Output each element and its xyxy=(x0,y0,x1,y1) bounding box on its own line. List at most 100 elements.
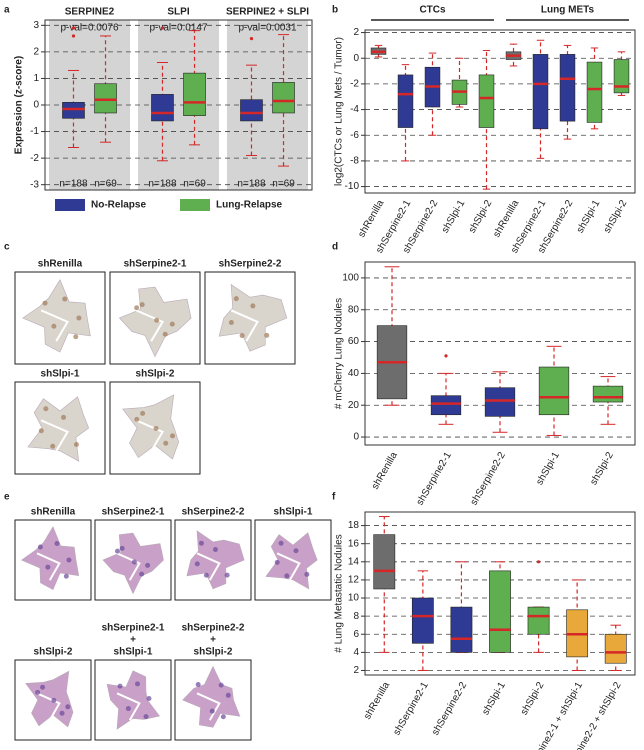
annotation: p-val=0.0147 xyxy=(149,23,208,34)
plot-frame xyxy=(44,19,313,191)
x-tick-label: shSlpi-1 xyxy=(440,198,468,235)
image-label: shSerpine2-2 xyxy=(182,623,245,634)
tissue-cut xyxy=(135,419,164,452)
y-tick-label: 2 xyxy=(33,47,39,58)
box xyxy=(484,387,516,417)
y-tick-label: 100 xyxy=(342,273,359,284)
box xyxy=(559,54,576,122)
nodule xyxy=(140,410,146,416)
group-title: CTCs xyxy=(419,5,446,16)
y-tick-label: 10 xyxy=(348,593,360,604)
box xyxy=(411,597,434,644)
plot-frame xyxy=(364,261,636,446)
legend-swatch xyxy=(180,199,210,211)
nodule xyxy=(212,546,218,552)
y-tick-label: 0 xyxy=(33,100,39,111)
nodule xyxy=(59,710,65,716)
box xyxy=(538,366,570,416)
nodule xyxy=(228,319,234,325)
y-tick-label: 3 xyxy=(33,20,39,31)
nodule xyxy=(145,562,151,568)
nodule xyxy=(63,573,69,579)
nodule xyxy=(224,572,230,578)
x-tick-label: shSerpine2-2 xyxy=(430,680,469,737)
nodule xyxy=(198,540,204,546)
nodule xyxy=(239,333,245,339)
tissue-cut xyxy=(135,309,164,342)
nodule xyxy=(274,559,280,565)
nodule xyxy=(169,321,175,327)
nodule xyxy=(37,544,43,550)
nodule xyxy=(293,548,299,554)
annotation: p-val=0.0031 xyxy=(238,23,297,34)
nodule xyxy=(170,433,176,439)
tissue-cut xyxy=(40,419,69,452)
nodule xyxy=(66,557,72,563)
panel-label: d xyxy=(332,242,338,253)
image-label: shSlpi-1 xyxy=(274,507,313,518)
nodule xyxy=(51,697,57,703)
nodule xyxy=(135,681,141,687)
image-label: shSlpi-1 xyxy=(41,369,80,380)
y-tick-label: 0 xyxy=(353,432,359,443)
y-tick-label: 6 xyxy=(353,629,359,640)
box xyxy=(489,570,511,653)
image-label: shSerpine2-2 xyxy=(182,507,245,518)
nodule xyxy=(76,315,82,321)
outlier xyxy=(71,34,76,38)
panel-label: f xyxy=(332,492,336,503)
nodule xyxy=(139,302,145,308)
nodule xyxy=(153,425,159,431)
nodule xyxy=(218,682,224,688)
image-label: shSlpi-2 xyxy=(136,369,175,380)
nodule xyxy=(38,428,44,434)
nodule xyxy=(119,545,125,551)
nodule xyxy=(35,689,41,695)
n-label: n=69 xyxy=(272,179,295,190)
y-tick-label: 1 xyxy=(33,73,39,84)
x-tick-label: shSerpine2-1 xyxy=(415,450,454,507)
n-label: n=69 xyxy=(183,179,206,190)
tissue-cut xyxy=(36,692,61,721)
box xyxy=(478,74,495,128)
nodule xyxy=(125,706,131,712)
box xyxy=(62,102,85,119)
nodule xyxy=(62,296,68,302)
y-tick-label: 60 xyxy=(348,336,360,347)
nodule xyxy=(284,573,290,579)
box xyxy=(183,72,206,116)
tissue-cut xyxy=(276,552,301,581)
nodule xyxy=(115,548,121,554)
nodule xyxy=(163,440,169,446)
panel-label: a xyxy=(4,5,10,16)
y-tick-label: 8 xyxy=(353,611,359,622)
x-tick-label: shSlpi-2 xyxy=(602,198,630,235)
outlier xyxy=(160,26,165,30)
nodule xyxy=(131,559,137,565)
nodule xyxy=(43,406,49,412)
y-axis-label: # mCherry Lung Nodules xyxy=(334,298,345,409)
nodule xyxy=(154,317,160,323)
x-tick-label: shRenilla xyxy=(491,198,521,240)
nodule xyxy=(61,414,67,420)
group-title: SLPI xyxy=(167,7,189,18)
image-label: shSlpi-2 xyxy=(34,647,73,658)
x-tick-label: shRenilla xyxy=(370,450,400,492)
nodule xyxy=(54,541,60,547)
y-tick-label: -4 xyxy=(350,104,359,115)
annotation: p-val=0.0076 xyxy=(60,23,119,34)
y-tick-label: -8 xyxy=(350,156,359,167)
box xyxy=(151,94,174,122)
box xyxy=(604,633,627,664)
nodule xyxy=(139,571,145,577)
nodule xyxy=(134,305,140,311)
tissue-cut xyxy=(36,552,61,581)
tissue-cut xyxy=(116,552,141,581)
n-label: n=188 xyxy=(59,179,88,190)
y-axis-label: log2(CTCs or Lung Mets / Tumor) xyxy=(334,37,345,186)
nodule xyxy=(203,572,209,578)
tissue-cut xyxy=(230,309,259,342)
tissue xyxy=(27,396,90,462)
nodule xyxy=(73,334,79,340)
